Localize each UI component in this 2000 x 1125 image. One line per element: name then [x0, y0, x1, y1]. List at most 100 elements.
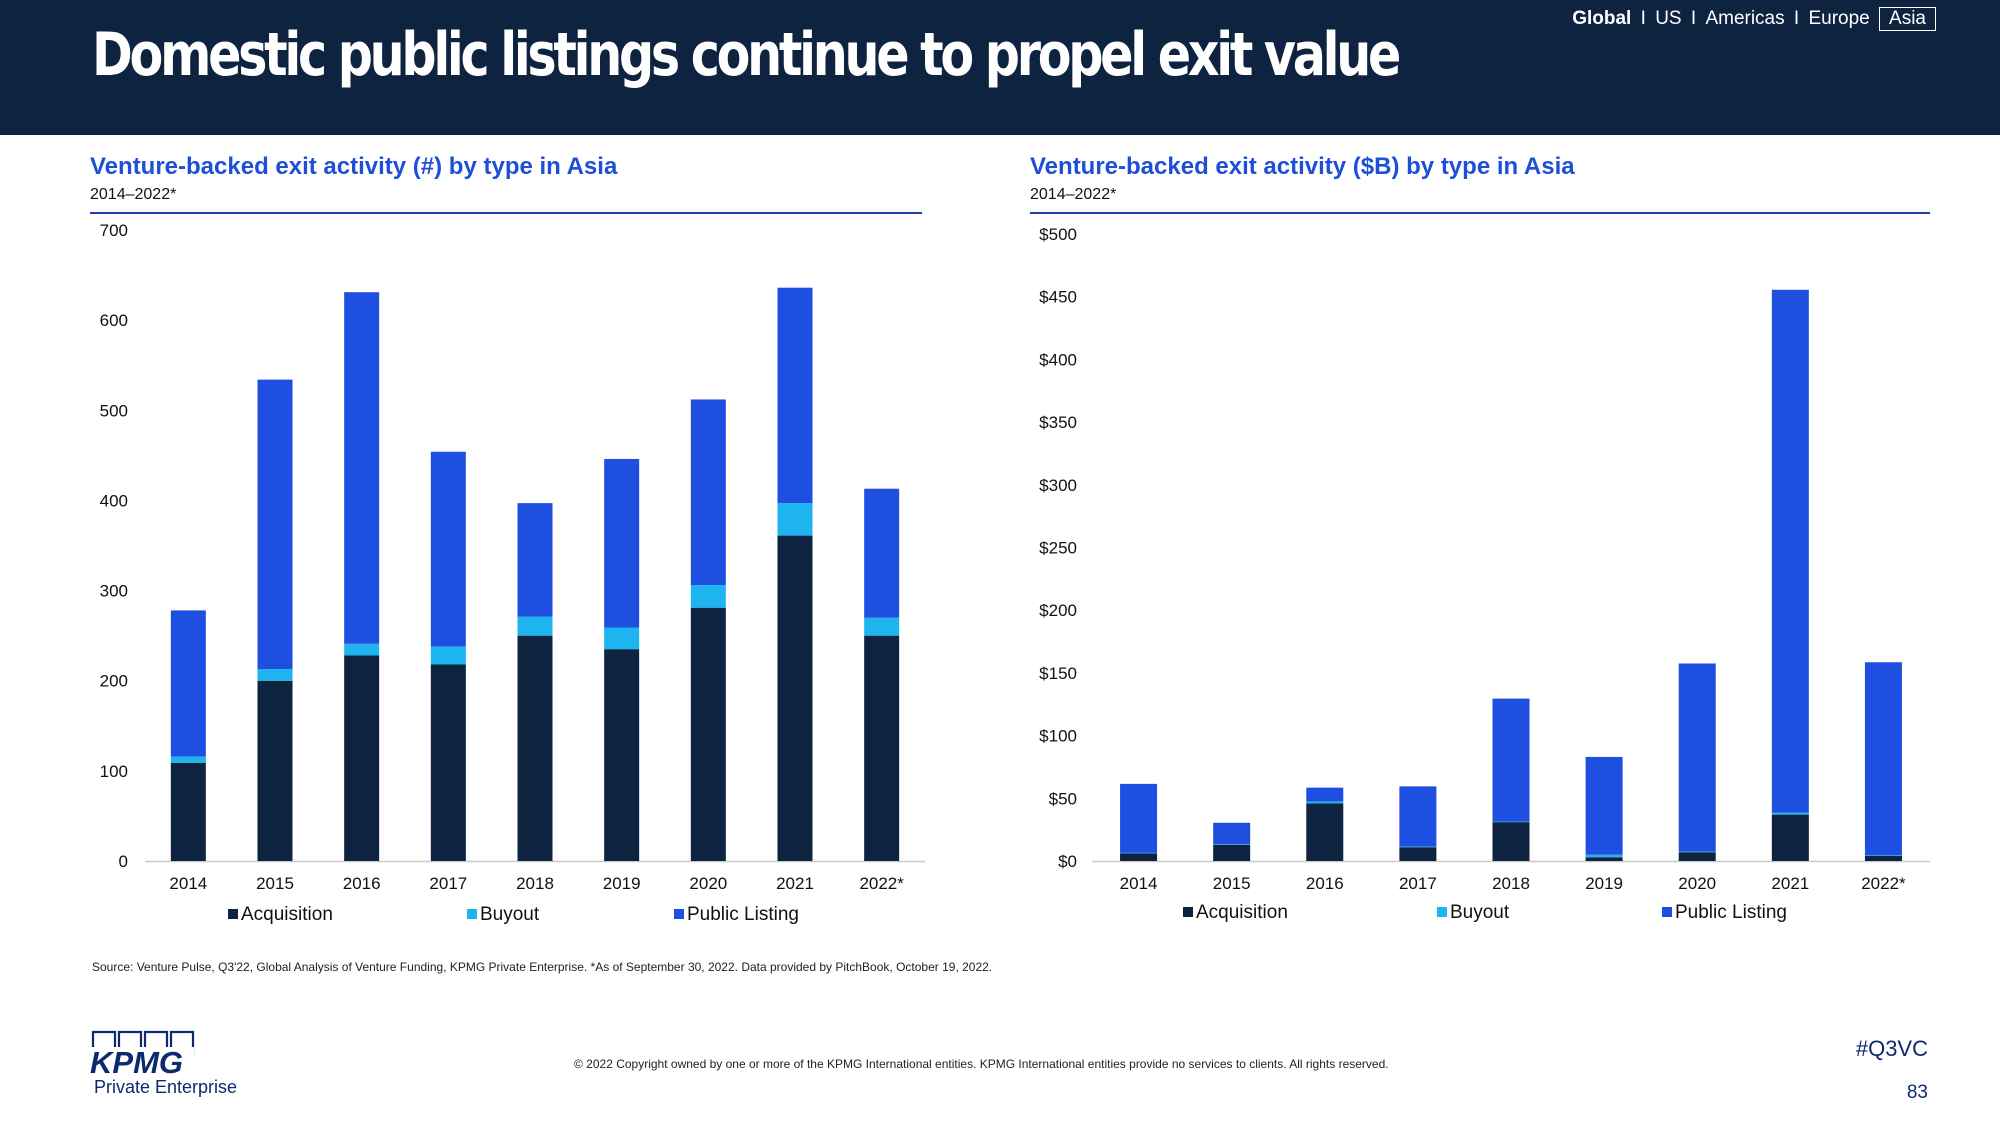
- bar-public-listing: [344, 292, 380, 644]
- nav-americas-link[interactable]: Americas: [1705, 8, 1785, 29]
- bar-acquisition: [257, 680, 293, 861]
- bar-public-listing: [257, 379, 293, 669]
- x-tick-label: 2020: [689, 874, 727, 893]
- bar-buyout: [690, 585, 726, 608]
- chart-left-subtitle: 2014–2022*: [90, 186, 177, 203]
- bar-public-listing: [1585, 756, 1623, 855]
- bar-public-listing: [1492, 698, 1530, 822]
- x-tick-label: 2021: [776, 874, 814, 893]
- nav-global-link[interactable]: Global: [1572, 8, 1632, 29]
- kpmg-logo: KPMG: [90, 1030, 200, 1081]
- legend-label: Public Listing: [1675, 902, 1787, 923]
- x-tick-label: 2019: [603, 874, 641, 893]
- bar-buyout: [257, 668, 293, 681]
- bar-public-listing: [1306, 787, 1344, 802]
- bar-public-listing: [777, 287, 813, 504]
- y-tick-label: 400: [100, 491, 128, 510]
- y-tick-label: $250: [1039, 539, 1077, 558]
- nav-us-link[interactable]: US: [1655, 8, 1682, 29]
- bar-public-listing: [1771, 289, 1809, 813]
- y-tick-label: $300: [1039, 476, 1077, 495]
- y-tick-label: $100: [1039, 727, 1077, 746]
- bar-acquisition: [690, 607, 726, 861]
- nav-asia-link[interactable]: Asia: [1879, 7, 1936, 31]
- legend-label: Buyout: [1450, 902, 1510, 923]
- bar-public-listing: [1864, 662, 1902, 856]
- y-tick-label: $50: [1049, 789, 1077, 808]
- bar-buyout: [1678, 851, 1716, 853]
- legend-swatch: [1183, 907, 1193, 917]
- nav-europe-link[interactable]: Europe: [1808, 8, 1870, 29]
- bar-buyout: [1585, 854, 1623, 858]
- bar-buyout: [864, 617, 900, 636]
- header-bar: Domestic public listings continue to pro…: [0, 0, 2000, 135]
- legend-swatch: [228, 909, 238, 919]
- bar-acquisition: [604, 649, 640, 861]
- bar-buyout: [517, 616, 553, 636]
- chart-right-title: Venture-backed exit activity ($B) by typ…: [1030, 153, 1575, 180]
- x-tick-label: 2015: [256, 874, 294, 893]
- x-tick-label: 2014: [169, 874, 207, 893]
- x-tick-label: 2015: [1213, 874, 1251, 893]
- bar-acquisition: [777, 535, 813, 861]
- chart-left-rule: [90, 212, 922, 214]
- bar-public-listing: [1213, 822, 1251, 845]
- bar-buyout: [430, 646, 466, 665]
- bar-public-listing: [604, 458, 640, 628]
- chart-left-title: Venture-backed exit activity (#) by type…: [90, 153, 618, 180]
- x-tick-label: 2022*: [859, 874, 904, 893]
- bar-buyout: [1306, 801, 1344, 804]
- bar-public-listing: [430, 451, 466, 647]
- bar-buyout: [777, 503, 813, 536]
- bar-acquisition: [1120, 853, 1158, 861]
- legend-label: Public Listing: [687, 904, 799, 925]
- y-tick-label: $450: [1039, 288, 1077, 307]
- hashtag-label: #Q3VC: [1855, 1036, 1928, 1061]
- chart-right-rule: [1030, 212, 1930, 214]
- bar-acquisition: [430, 664, 466, 861]
- bar-public-listing: [1399, 786, 1437, 847]
- bar-acquisition: [864, 635, 900, 861]
- x-tick-label: 2018: [1492, 874, 1530, 893]
- source-note: Source: Venture Pulse, Q3'22, Global Ana…: [92, 960, 993, 974]
- nav-separator: I: [1793, 8, 1800, 29]
- legend-swatch: [1662, 907, 1672, 917]
- x-tick-label: 2016: [343, 874, 381, 893]
- bar-buyout: [1120, 852, 1158, 854]
- bar-buyout: [1864, 855, 1902, 856]
- chart-right-subtitle: 2014–2022*: [1030, 186, 1117, 203]
- legend-label: Buyout: [480, 904, 540, 925]
- y-tick-label: 600: [100, 311, 128, 330]
- page-number: 83: [1906, 1082, 1928, 1103]
- y-tick-label: $350: [1039, 413, 1077, 432]
- bar-buyout: [1399, 846, 1437, 848]
- y-tick-label: 200: [100, 672, 128, 691]
- x-tick-label: 2019: [1585, 874, 1623, 893]
- bar-acquisition: [1864, 855, 1902, 861]
- bar-buyout: [170, 756, 206, 763]
- bar-acquisition: [1399, 847, 1437, 861]
- bar-public-listing: [690, 399, 726, 586]
- bar-acquisition: [1678, 852, 1716, 861]
- page-title: Domestic public listings continue to pro…: [92, 20, 1401, 90]
- x-tick-label: 2020: [1678, 874, 1716, 893]
- logo-subtitle: Private Enterprise: [94, 1077, 238, 1097]
- x-tick-label: 2018: [516, 874, 554, 893]
- bar-public-listing: [170, 610, 206, 757]
- x-tick-label: 2016: [1306, 874, 1344, 893]
- svg-text:KPMG: KPMG: [90, 1045, 183, 1076]
- bar-acquisition: [344, 655, 380, 861]
- copyright-note: © 2022 Copyright owned by one or more of…: [574, 1057, 1389, 1071]
- x-tick-label: 2022*: [1861, 874, 1906, 893]
- bar-acquisition: [170, 762, 206, 861]
- region-nav: Global I US I Americas I Europe Asia: [1572, 7, 1936, 31]
- bar-buyout: [1771, 812, 1809, 815]
- bar-buyout: [344, 643, 380, 656]
- bar-buyout: [1492, 821, 1530, 823]
- y-tick-label: 0: [119, 852, 128, 871]
- x-tick-label: 2014: [1120, 874, 1158, 893]
- y-tick-label: $200: [1039, 601, 1077, 620]
- legend-swatch: [467, 909, 477, 919]
